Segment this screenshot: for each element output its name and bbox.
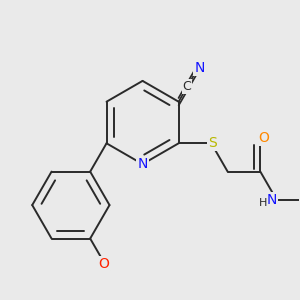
Text: C: C — [183, 80, 191, 93]
Text: O: O — [98, 257, 109, 271]
Text: N: N — [137, 157, 148, 171]
Text: O: O — [259, 131, 269, 145]
Text: S: S — [208, 136, 217, 150]
Text: N: N — [266, 193, 277, 207]
Text: H: H — [258, 198, 267, 208]
Text: N: N — [194, 61, 205, 75]
